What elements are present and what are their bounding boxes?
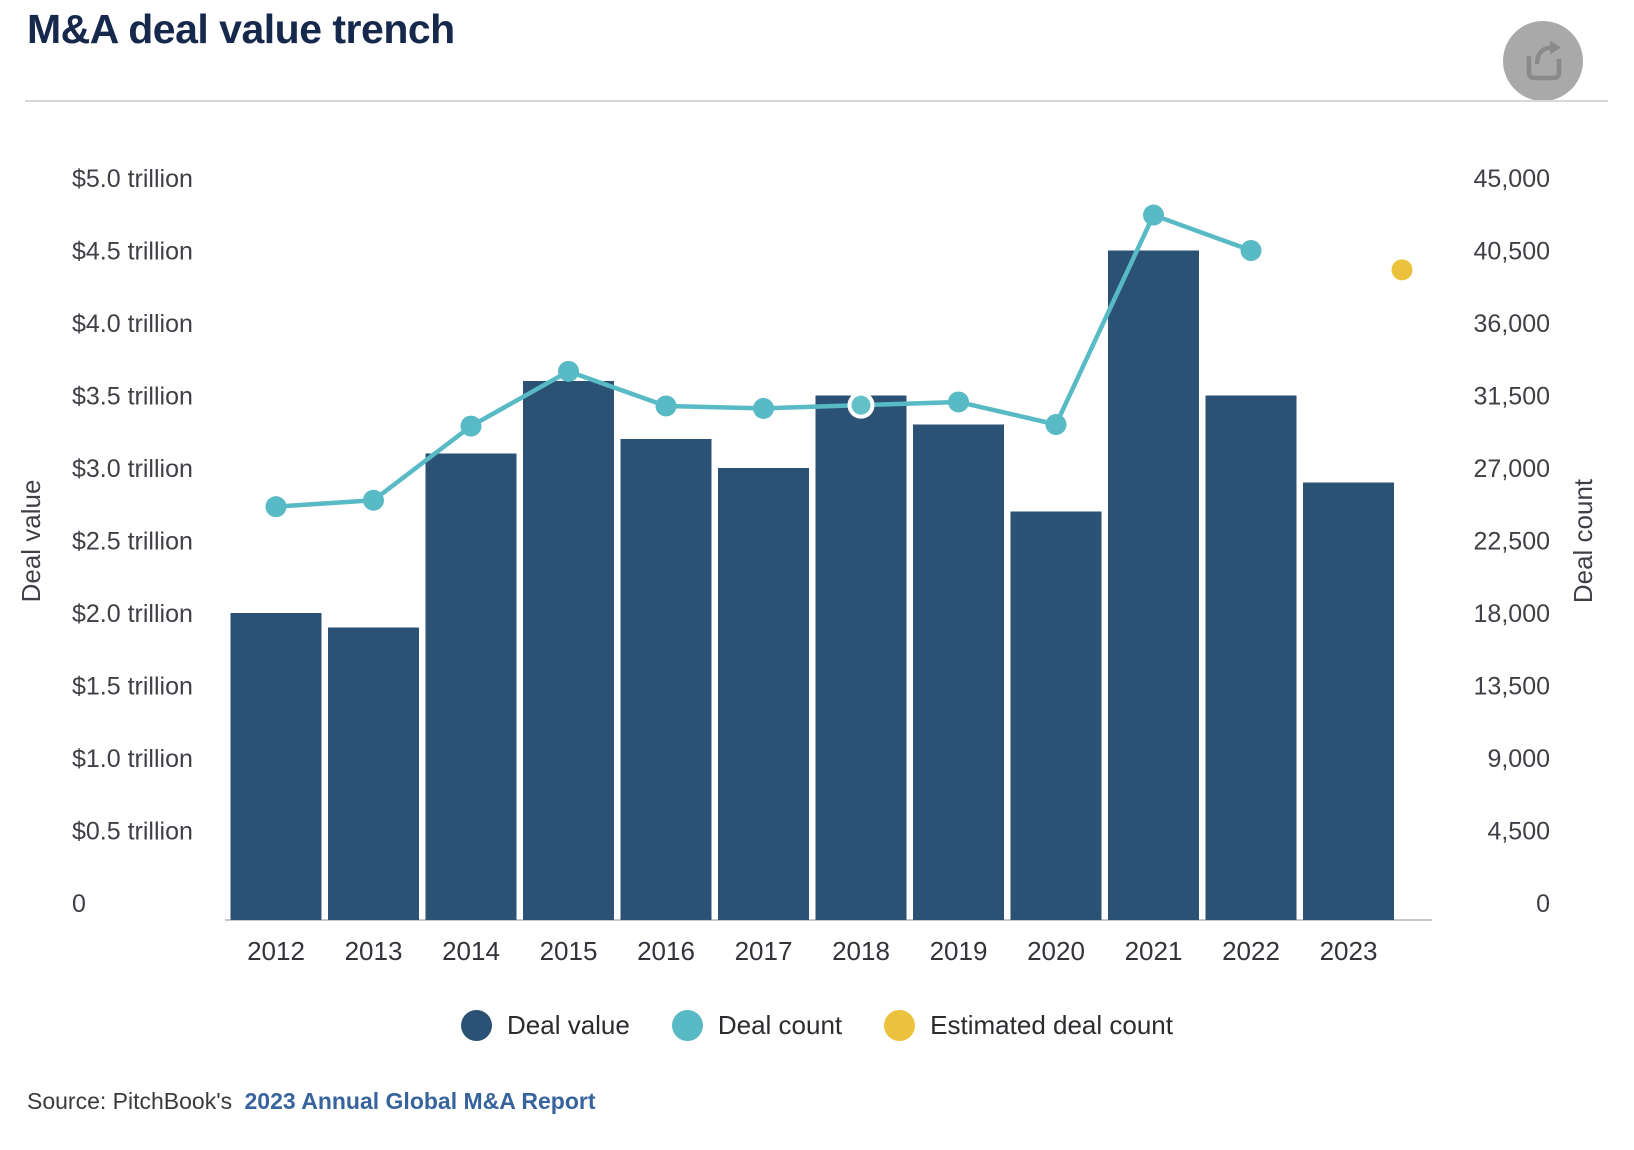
share-icon [1526, 40, 1562, 81]
left-axis-tick: $5.0 trillion [72, 165, 193, 193]
left-axis-tick: $4.0 trillion [72, 310, 193, 338]
deal-count-line [273, 212, 1254, 509]
legend-item-deal-value: Deal value [461, 1009, 630, 1041]
left-axis-tick: $3.0 trillion [72, 455, 193, 483]
left-axis-tick: $3.5 trillion [72, 383, 193, 411]
left-axis-tick: $1.5 trillion [72, 673, 193, 701]
deal-count-point-2015[interactable] [558, 360, 579, 382]
right-axis-tick: 18,000 [1474, 600, 1550, 628]
bar-2019[interactable] [913, 424, 1004, 921]
bar-2015[interactable] [523, 381, 614, 920]
deal-count-point-2012[interactable] [265, 496, 287, 518]
deal-count-point-2014[interactable] [460, 415, 482, 437]
right-axis-tick: 36,000 [1474, 310, 1550, 338]
x-axis-label-2019: 2019 [930, 936, 988, 966]
x-axis-label-2021: 2021 [1125, 936, 1183, 966]
x-axis-label-2017: 2017 [735, 936, 793, 966]
deal-count-point-2018[interactable] [847, 391, 875, 419]
deal-count-point-2021[interactable] [1143, 204, 1164, 226]
bar-2018[interactable] [815, 395, 907, 921]
bar-2020[interactable] [1010, 511, 1102, 921]
right-axis-tick: 13,500 [1474, 673, 1550, 701]
deal-count-point-2017[interactable] [753, 397, 774, 419]
left-axis-tick: 0 [72, 890, 86, 918]
left-axis-tick: $0.5 trillion [72, 818, 193, 846]
x-axis-label-2023: 2023 [1320, 936, 1378, 966]
deal-count-point-2022[interactable] [1240, 240, 1262, 261]
right-axis-tick: 4,500 [1487, 818, 1550, 846]
right-axis-tick: 45,000 [1474, 165, 1550, 193]
deal-count-point-2016[interactable] [655, 395, 677, 417]
right-axis-tick: 27,000 [1474, 455, 1550, 483]
left-axis-title: Deal value [16, 480, 46, 603]
deal-count-swatch-icon [671, 1009, 703, 1041]
x-axis-label-2014: 2014 [442, 936, 500, 966]
combo-chart[interactable]: $5.0 trillion $4.5 trillion $4.0 trillion $… [0, 128, 1634, 988]
estimated-deal-count-swatch-icon [884, 1009, 916, 1041]
right-axis-tick: 22,500 [1474, 528, 1550, 556]
bar-2022[interactable] [1205, 395, 1297, 921]
deal-count-point-2019[interactable] [948, 391, 969, 413]
bar-2013[interactable] [328, 627, 419, 921]
right-axis-title: Deal count [1568, 478, 1598, 603]
deal-value-swatch-icon [461, 1009, 492, 1041]
legend-label-estimated-deal-count: Estimated deal count [930, 1009, 1173, 1040]
x-axis-label-2018: 2018 [832, 936, 890, 966]
divider [25, 100, 1608, 102]
deal-count-point-2013[interactable] [363, 489, 384, 511]
legend-label-deal-count: Deal count [717, 1009, 843, 1040]
page-title: M&A deal value trench [27, 6, 455, 52]
x-axis-label-2020: 2020 [1027, 936, 1085, 966]
x-axis-label-2013: 2013 [345, 936, 403, 966]
legend-label-deal-value: Deal value [507, 1009, 630, 1040]
legend-item-estimated-deal-count: Estimated deal count [884, 1009, 1173, 1041]
deal-count-point-2020[interactable] [1045, 414, 1067, 435]
source-link[interactable]: 2023 Annual Global M&A Report [244, 1088, 596, 1114]
right-axis-tick: 31,500 [1474, 383, 1550, 411]
x-axis-label-2015: 2015 [540, 936, 598, 966]
x-axis-label-2022: 2022 [1222, 936, 1280, 966]
right-axis-tick: 0 [1536, 890, 1550, 918]
left-axis-tick: $4.5 trillion [72, 238, 193, 266]
chart-legend: Deal value Deal count Estimated deal cou… [0, 1000, 1634, 1050]
left-axis-tick: $2.0 trillion [72, 600, 193, 628]
bar-2023[interactable] [1303, 482, 1394, 921]
x-axis-label-2012: 2012 [247, 936, 305, 966]
bar-2016[interactable] [620, 439, 712, 920]
estimated-deal-count-point-2023[interactable] [1391, 259, 1413, 281]
bar-2012[interactable] [230, 613, 322, 920]
x-axis-label-2016: 2016 [637, 936, 695, 966]
legend-item-deal-count: Deal count [671, 1009, 843, 1041]
source-line: Source: PitchBook's 2023 Annual Global M… [27, 1088, 596, 1115]
bar-2017[interactable] [718, 468, 809, 920]
bar-2021[interactable] [1108, 250, 1199, 921]
right-axis-tick: 9,000 [1487, 745, 1550, 773]
left-axis-tick: $2.5 trillion [72, 528, 193, 556]
source-text: Source: PitchBook's [27, 1088, 233, 1114]
left-axis-tick: $1.0 trillion [72, 745, 193, 773]
right-axis-tick: 40,500 [1474, 238, 1550, 266]
share-button[interactable] [1503, 21, 1583, 101]
bar-2014[interactable] [425, 453, 517, 921]
